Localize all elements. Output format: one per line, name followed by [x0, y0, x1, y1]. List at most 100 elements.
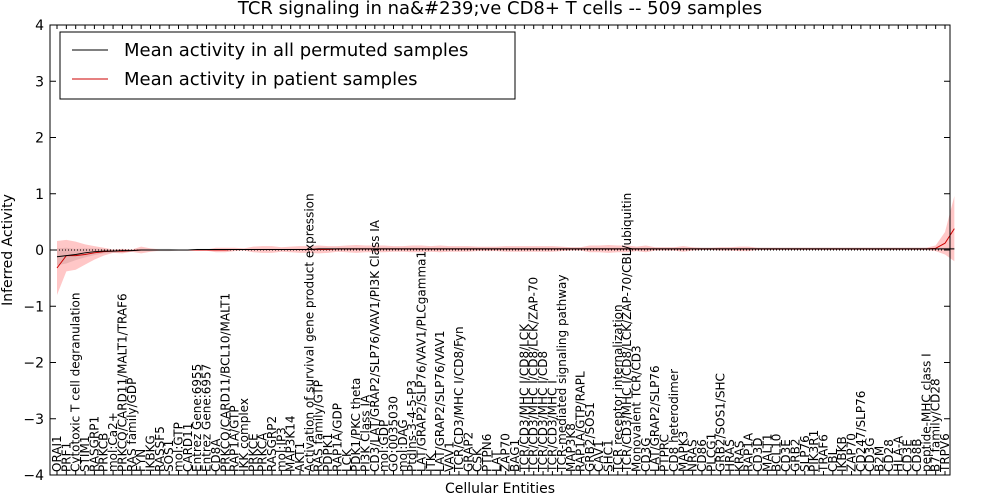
confidence-bands	[57, 196, 955, 295]
x-category-label: PRKCB	[97, 433, 111, 472]
x-category-label: TCR-mediated signaling pathway	[555, 274, 569, 473]
x-category-label: TCR/CD3/MHC I/CD8/LCK/ZAP-70	[527, 277, 541, 473]
x-category-label: PtdIns-3-4-5-P3	[405, 380, 419, 472]
x-category-label: CD8B	[910, 439, 924, 473]
x-category-label: Entrez Gene:6955	[190, 364, 204, 472]
x-category-label: GRB2	[788, 438, 802, 472]
x-category-label: Monovalent TCR/CD3	[630, 345, 644, 472]
x-category-label: CD86	[695, 439, 709, 472]
series-lines	[50, 228, 955, 269]
x-category-label: CD3D	[751, 438, 765, 473]
x-category-label: TCR/CD3/MHC I/CD8/LCK/ZAP-70/CBL/ubiquit…	[620, 193, 634, 473]
x-category-label: PRKCA	[256, 432, 270, 472]
x-category-label: FYN	[134, 449, 148, 472]
x-category-label: CD28	[882, 439, 896, 472]
x-category-label: LAT/GRAP2/SLP76/VAV1/PLCgamma1	[415, 251, 429, 472]
x-category-label: RAP1A	[742, 432, 756, 472]
x-category-label: CBL	[826, 448, 840, 472]
x-category-label: GRB2/SOS1/SHC	[714, 373, 728, 472]
x-category-label: HLA-A	[891, 435, 905, 472]
x-category-label: Entrez Gene:6957	[200, 364, 214, 472]
y-tick-label: −3	[23, 412, 44, 428]
x-category-label: CSK	[471, 447, 485, 472]
y-axis-ticks: −4 −3 −2 −1 0 1 2 3 4	[23, 18, 950, 484]
y-tick-label: −1	[23, 299, 44, 315]
x-category-label: PDK1/PKC theta	[349, 378, 363, 472]
x-axis-ticks	[56, 25, 946, 475]
x-category-label: RASGRP1	[87, 416, 101, 472]
x-category-label: CD8A	[209, 438, 223, 472]
x-category-label: mol:IP3	[274, 427, 288, 472]
x-category-label: TCR/CD3/MHC I/CD8/Fyn	[452, 326, 466, 473]
x-category-label: mol:GTP	[172, 422, 186, 472]
x-category-label: CD3G	[639, 437, 653, 472]
x-category-label: TCR/CD3/MHC I/CD8/LCK	[517, 323, 531, 473]
y-tick-label: 2	[35, 131, 44, 147]
legend-box	[59, 31, 516, 100]
x-category-label: HRAS	[723, 439, 737, 472]
plot-frame	[49, 24, 951, 476]
x-category-label: RAS family/GTP	[312, 380, 326, 472]
x-category-label: TRAF6	[816, 434, 830, 473]
x-category-label: SLP76	[798, 435, 812, 472]
y-tick-label: 3	[35, 74, 44, 90]
x-category-label: RAP1A/GTP/RAPL	[573, 371, 587, 472]
x-category-label: PRKCQ/CARD11/MALT1/TRAF6	[115, 293, 129, 472]
x-category-label: TCR/CD3/MHC I/CD8	[536, 351, 550, 473]
x-category-label: B2M	[873, 446, 887, 472]
x-category-label: PDPK1	[321, 433, 335, 472]
x-category-label: RAP1A/GDP	[330, 403, 344, 472]
x-category-label: CD3E	[901, 439, 915, 472]
legend-label: Mean activity in patient samples	[124, 69, 418, 90]
y-tick-label: 0	[35, 243, 44, 259]
x-category-label: LAT	[489, 450, 503, 472]
x-category-label: PLCG1	[704, 433, 718, 472]
x-category-label: IKBKB	[835, 436, 849, 472]
x-category-label: LCK	[340, 448, 354, 472]
x-category-label: CD3E	[779, 439, 793, 472]
x-category-label: B7 family/CD28	[929, 378, 943, 472]
x-category-label: Activation of survival gene product expr…	[302, 193, 316, 472]
x-category-label: PRKCQ/CARD11/BCL10/MALT1	[218, 293, 232, 472]
x-category-label: IKBKG	[143, 435, 157, 472]
x-category-label: PRF1	[59, 442, 73, 472]
x-category-label: PTPN6	[480, 434, 494, 472]
x-category-label: IKK complex	[237, 398, 251, 472]
x-category-label: RAP1A/GTP	[228, 405, 242, 472]
x-category-label: AKT1	[293, 442, 307, 472]
x-category-label: PIK3R1	[807, 430, 821, 472]
x-category-label: ZAP70	[499, 433, 513, 472]
x-category-label: CD3G	[863, 437, 877, 472]
x-category-label: GRAP2	[461, 432, 475, 472]
x-category-label: mol:GDP	[377, 420, 391, 472]
x-category-label: PI3K Class IA	[358, 394, 372, 472]
line-permuted	[56, 248, 955, 258]
x-category-label: MAPK3	[676, 431, 690, 472]
x-category-label: TCR receptor internalization	[611, 304, 625, 473]
x-axis-title: Cellular Entities	[445, 481, 555, 497]
x-category-label: mol:DAG	[396, 419, 410, 472]
y-tick-label: 1	[35, 187, 44, 203]
band-patient	[57, 196, 955, 295]
x-category-label: KRAS	[732, 440, 746, 472]
chart-title: TCR signaling in na&#239;ve CD8+ T cells…	[237, 0, 762, 19]
x-category-label: MALT1	[760, 433, 774, 472]
x-category-label: VAV1	[443, 441, 457, 472]
x-category-label: TCR/CD3/MHC I	[545, 380, 559, 473]
legend: Mean activity in all permuted samples Mea…	[59, 31, 516, 100]
x-category-label: Cytotoxic T cell degranulation	[69, 293, 83, 472]
x-category-label: RAS family/GDP	[125, 378, 139, 472]
x-category-label: LAT/GRAP2/SLP76	[648, 365, 662, 472]
x-category-label: MAP3K14	[284, 415, 298, 472]
x-category-label: SHC1	[601, 439, 615, 472]
x-category-label: peptide-MHC class I	[919, 353, 933, 472]
x-category-label: mol:Ca2+	[106, 412, 120, 472]
x-category-label: GO:0035030	[387, 396, 401, 472]
x-category-label: GRB2/SOS1	[583, 402, 597, 472]
x-category-label: CD247/SLP76	[854, 391, 868, 472]
x-category-label: CAV1	[592, 440, 606, 472]
x-category-label: PTPRC	[658, 434, 672, 472]
x-category-label: BAG1	[508, 439, 522, 472]
